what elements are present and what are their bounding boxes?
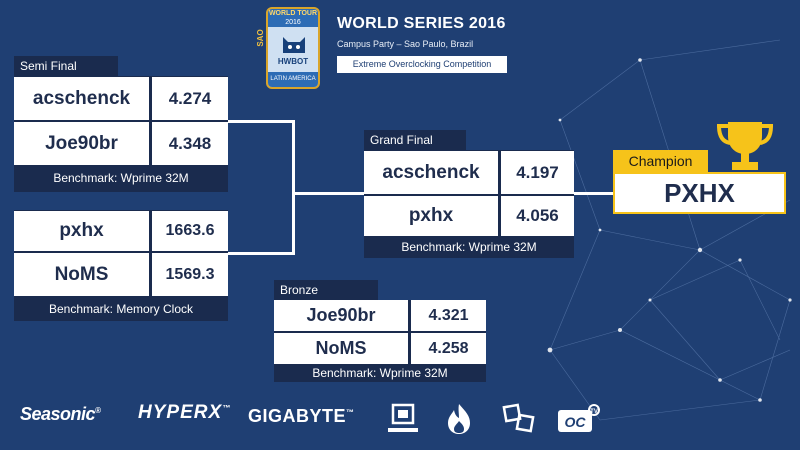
semi-2-row-2: NoMS 1569.3 bbox=[14, 253, 228, 296]
player-name: acschenck bbox=[364, 151, 501, 194]
gpu-icon bbox=[502, 403, 535, 433]
logo-latin-america: LATIN AMERICA bbox=[268, 72, 318, 87]
player-name: NoMS bbox=[14, 253, 152, 296]
semi-1-benchmark: Benchmark: Wprime 32M bbox=[53, 171, 189, 185]
player-name: NoMS bbox=[274, 333, 411, 364]
player-score: 4.348 bbox=[168, 133, 212, 153]
player-name: Joe90br bbox=[274, 300, 411, 331]
player-name: pxhx bbox=[364, 196, 501, 236]
hwbot-cat-icon bbox=[283, 37, 305, 53]
trophy-icon bbox=[716, 122, 774, 170]
player-name: Joe90br bbox=[14, 122, 152, 165]
semi-final-label: Semi Final bbox=[14, 56, 118, 76]
logo-year: 2016 bbox=[285, 19, 301, 26]
logo-world-tour: WORLD TOUR bbox=[268, 10, 318, 17]
hyperx-text: HYPERX bbox=[138, 402, 223, 423]
bronze-row-1: Joe90br 4.321 bbox=[274, 300, 486, 331]
gigabyte-logo: GIGABYTE™ bbox=[248, 406, 355, 426]
connector-to-final bbox=[292, 192, 364, 195]
gigabyte-text: GIGABYTE bbox=[248, 406, 347, 426]
connector-vertical bbox=[292, 120, 295, 255]
flame-icon bbox=[448, 404, 470, 434]
grand-final-label: Grand Final bbox=[364, 130, 466, 150]
semi-1-row-1: acschenck 4.274 bbox=[14, 77, 228, 120]
champion-label: Champion bbox=[613, 150, 708, 172]
competition-badge: Extreme Overclocking Competition bbox=[337, 56, 507, 73]
bronze-row-2: NoMS 4.258 bbox=[274, 333, 486, 364]
player-score: 4.197 bbox=[516, 162, 559, 182]
svg-text:OC: OC bbox=[565, 414, 587, 430]
hyperx-logo: HYPERX™ bbox=[138, 402, 232, 423]
event-subtitle: Campus Party – Sao Paulo, Brazil bbox=[337, 39, 474, 49]
oc-tv-icon: OC TV bbox=[558, 404, 600, 432]
final-benchmark: Benchmark: Wprime 32M bbox=[401, 240, 537, 254]
connector-to-champion bbox=[574, 192, 614, 195]
player-score: 4.056 bbox=[516, 206, 559, 225]
svg-text:TV: TV bbox=[590, 409, 598, 415]
semi-2-row-1: pxhx 1663.6 bbox=[14, 211, 228, 251]
logo-top-band: WORLD TOUR 2016 bbox=[268, 9, 318, 27]
player-score: 4.321 bbox=[428, 306, 469, 324]
bronze-label: Bronze bbox=[274, 280, 378, 300]
seasonic-logo: Seasonic® bbox=[20, 404, 101, 424]
final-row-1: acschenck 4.197 bbox=[364, 151, 574, 194]
connector-semi-2 bbox=[228, 252, 294, 255]
bronze-benchmark: Benchmark: Wprime 32M bbox=[312, 366, 448, 380]
player-name: acschenck bbox=[14, 77, 152, 120]
event-title: WORLD SERIES 2016 bbox=[337, 15, 506, 32]
champion-name: PXHX bbox=[613, 172, 786, 214]
final-row-2: pxhx 4.056 bbox=[364, 196, 574, 236]
connector-semi-1 bbox=[228, 120, 294, 123]
seasonic-text: Seasonic bbox=[20, 404, 96, 424]
hwbot-world-tour-logo: WORLD TOUR 2016 HWBOT LATIN AMERICA bbox=[266, 7, 320, 89]
player-score: 4.258 bbox=[428, 339, 469, 357]
player-score: 4.274 bbox=[168, 88, 212, 108]
computex-icon bbox=[388, 403, 418, 432]
player-score: 1569.3 bbox=[165, 265, 215, 283]
semi-2-benchmark: Benchmark: Memory Clock bbox=[48, 302, 194, 316]
semi-1-row-2: Joe90br 4.348 bbox=[14, 122, 228, 165]
player-score: 1663.6 bbox=[165, 222, 215, 239]
player-name: pxhx bbox=[14, 211, 152, 251]
logo-hwbot: HWBOT bbox=[277, 57, 309, 66]
